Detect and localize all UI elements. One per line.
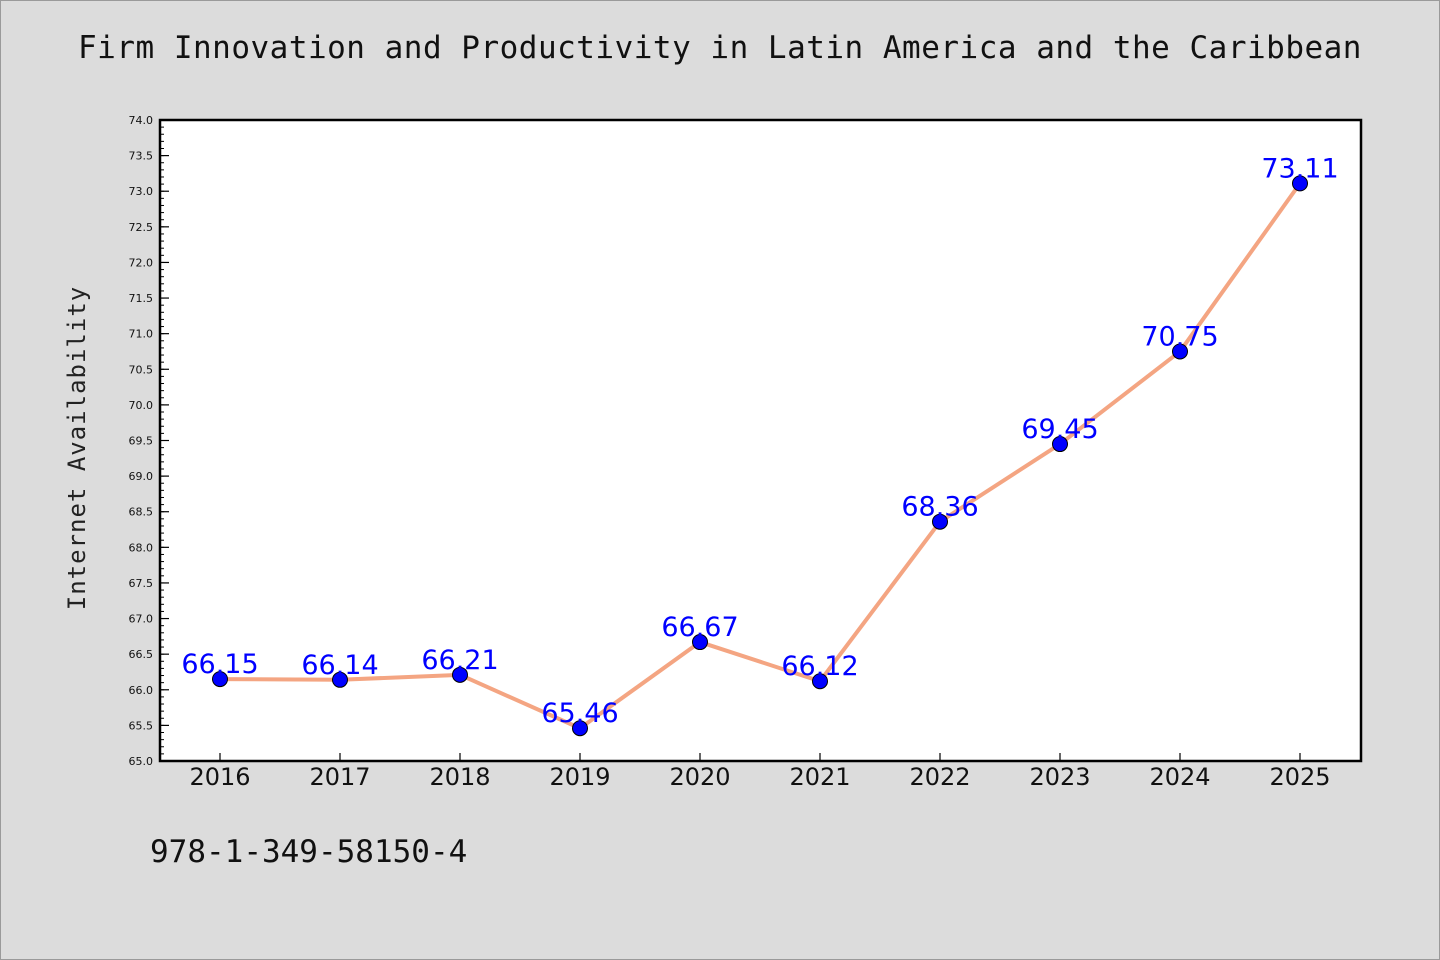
- x-tick-label: 2018: [429, 763, 490, 791]
- x-tick-label: 2025: [1269, 763, 1330, 791]
- data-point-marker: [332, 671, 348, 688]
- y-tick-label: 70.0: [129, 399, 154, 412]
- plot-area: [160, 120, 1361, 761]
- data-point-marker: [452, 666, 468, 683]
- data-label: 66.67: [661, 612, 738, 643]
- data-point-marker: [572, 720, 588, 737]
- y-tick-label: 67.0: [129, 613, 154, 626]
- y-tick-label: 71.0: [129, 328, 154, 341]
- y-tick-label: 71.5: [129, 292, 154, 305]
- data-label: 65.46: [541, 698, 618, 729]
- data-label: 66.15: [181, 649, 258, 680]
- data-point-marker: [1172, 343, 1188, 360]
- y-tick-label: 70.5: [129, 363, 154, 376]
- data-point-marker: [1292, 175, 1308, 192]
- x-tick-label: 2020: [669, 763, 730, 791]
- y-tick-label: 73.5: [129, 150, 154, 163]
- data-label: 73.11: [1261, 153, 1338, 184]
- data-point-marker: [692, 634, 708, 651]
- y-tick-label: 74.0: [129, 114, 154, 127]
- data-point-marker: [932, 513, 948, 530]
- data-label: 66.12: [781, 651, 858, 682]
- y-tick-label: 69.5: [129, 435, 154, 448]
- y-tick-label: 72.0: [129, 256, 154, 269]
- y-tick-label: 68.0: [129, 541, 154, 554]
- data-point-marker: [212, 671, 228, 688]
- y-tick-label: 65.0: [129, 755, 154, 768]
- x-tick-label: 2023: [1029, 763, 1090, 791]
- series-line: [218, 181, 1302, 731]
- footnote-isbn: 978-1-349-58150-4: [150, 834, 468, 870]
- y-tick-label: 73.0: [129, 185, 154, 198]
- chart-title: Firm Innovation and Productivity in Lati…: [78, 30, 1362, 66]
- data-point-marker: [812, 673, 828, 690]
- x-tick-label: 2016: [189, 763, 250, 791]
- data-label: 66.14: [301, 650, 378, 681]
- x-tick-label: 2019: [549, 763, 610, 791]
- y-tick-label: 67.5: [129, 577, 154, 590]
- data-label: 68.36: [901, 492, 978, 523]
- y-tick-label: 66.5: [129, 648, 154, 661]
- y-tick-label: 69.0: [129, 470, 154, 483]
- data-label: 70.75: [1141, 321, 1218, 352]
- data-label: 69.45: [1021, 414, 1098, 445]
- x-tick-label: 2024: [1149, 763, 1210, 791]
- y-tick-label: 72.5: [129, 221, 154, 234]
- data-point-marker: [1052, 436, 1068, 453]
- y-tick-label: 65.5: [129, 719, 154, 732]
- y-tick-label: 68.5: [129, 506, 154, 519]
- y-tick-label: 66.0: [129, 684, 154, 697]
- plot-border: [158, 118, 1363, 763]
- data-label: 66.21: [421, 645, 498, 676]
- x-tick-label: 2021: [789, 763, 850, 791]
- x-tick-label: 2017: [309, 763, 370, 791]
- x-tick-label: 2022: [909, 763, 970, 791]
